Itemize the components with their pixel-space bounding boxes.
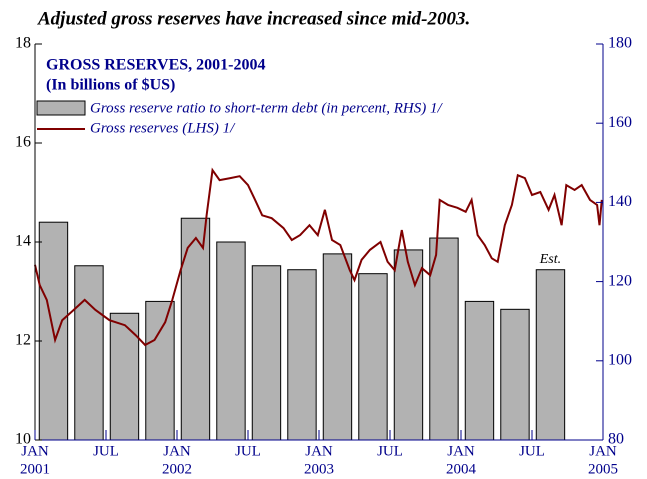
bar: [251, 265, 282, 441]
y2-tick-label: 100: [608, 351, 632, 368]
year-label: 2003: [304, 461, 334, 477]
y2-tick-label: 160: [608, 114, 632, 131]
year-label: 2002: [162, 461, 192, 477]
bar: [500, 308, 530, 441]
x-tick-label: JAN: [163, 443, 191, 459]
year-label: 2004: [446, 461, 477, 477]
y-tick-label: 16: [15, 134, 31, 151]
x-tick-label: JUL: [377, 443, 403, 459]
unit-label: (In billions of $US): [46, 77, 175, 94]
y2-tick-label: 120: [608, 272, 632, 289]
x-tick-label: JUL: [519, 443, 545, 459]
legend-label: Gross reserves (LHS) 1/: [90, 120, 236, 136]
y-tick-label: 14: [15, 233, 31, 250]
y-tick-label: 12: [15, 332, 31, 349]
y2-tick-label: 80: [608, 431, 624, 448]
bar: [74, 265, 104, 441]
bar: [464, 300, 495, 441]
y-tick-label: 10: [15, 431, 31, 448]
x-tick-label: JUL: [235, 443, 261, 459]
y2-tick-label: 180: [608, 35, 632, 52]
x-tick-label: JAN: [589, 443, 617, 459]
bar: [322, 253, 353, 441]
y2-tick-label: 140: [608, 193, 632, 210]
line: [34, 167, 603, 347]
bar: [216, 241, 246, 441]
subtitle: GROSS RESERVES, 2001-2004: [46, 57, 265, 74]
y-tick-label: 18: [15, 35, 31, 52]
legend-label: Gross reserve ratio to short-term debt (…: [90, 100, 443, 116]
year-label: 2001: [20, 461, 50, 477]
bar: [393, 249, 424, 441]
annotation: Est.: [539, 252, 561, 267]
chart-title: Adjusted gross reserves have increased s…: [37, 8, 470, 29]
bar: [145, 300, 175, 441]
bar: [109, 312, 140, 441]
x-tick-label: JUL: [93, 443, 119, 459]
x-tick-label: JAN: [447, 443, 475, 459]
x-tick-label: JAN: [305, 443, 333, 459]
bar: [287, 269, 317, 441]
x-tick-label: JAN: [21, 443, 49, 459]
bar: [535, 269, 566, 441]
year-label: 2005: [588, 461, 618, 477]
bar: [429, 237, 459, 441]
legend-swatch: [36, 100, 86, 116]
bar: [358, 273, 388, 441]
